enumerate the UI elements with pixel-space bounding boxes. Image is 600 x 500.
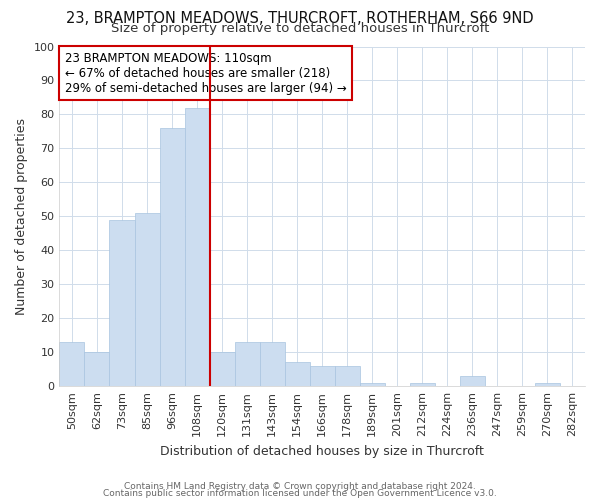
Text: 23, BRAMPTON MEADOWS, THURCROFT, ROTHERHAM, S66 9ND: 23, BRAMPTON MEADOWS, THURCROFT, ROTHERH… — [66, 11, 534, 26]
Bar — [160, 128, 185, 386]
Text: Contains HM Land Registry data © Crown copyright and database right 2024.: Contains HM Land Registry data © Crown c… — [124, 482, 476, 491]
Text: 23 BRAMPTON MEADOWS: 110sqm
← 67% of detached houses are smaller (218)
29% of se: 23 BRAMPTON MEADOWS: 110sqm ← 67% of det… — [65, 52, 346, 94]
Bar — [209, 352, 235, 386]
Bar — [335, 366, 360, 386]
Bar — [185, 108, 209, 386]
Bar — [460, 376, 485, 386]
Bar — [235, 342, 260, 386]
Bar — [535, 383, 560, 386]
Bar — [134, 213, 160, 386]
Bar — [59, 342, 85, 386]
Y-axis label: Number of detached properties: Number of detached properties — [15, 118, 28, 315]
Bar — [260, 342, 284, 386]
Text: Contains public sector information licensed under the Open Government Licence v3: Contains public sector information licen… — [103, 488, 497, 498]
X-axis label: Distribution of detached houses by size in Thurcroft: Distribution of detached houses by size … — [160, 444, 484, 458]
Bar — [85, 352, 109, 386]
Bar — [310, 366, 335, 386]
Bar — [284, 362, 310, 386]
Bar — [410, 383, 435, 386]
Bar — [109, 220, 134, 386]
Text: Size of property relative to detached houses in Thurcroft: Size of property relative to detached ho… — [111, 22, 489, 35]
Bar — [360, 383, 385, 386]
